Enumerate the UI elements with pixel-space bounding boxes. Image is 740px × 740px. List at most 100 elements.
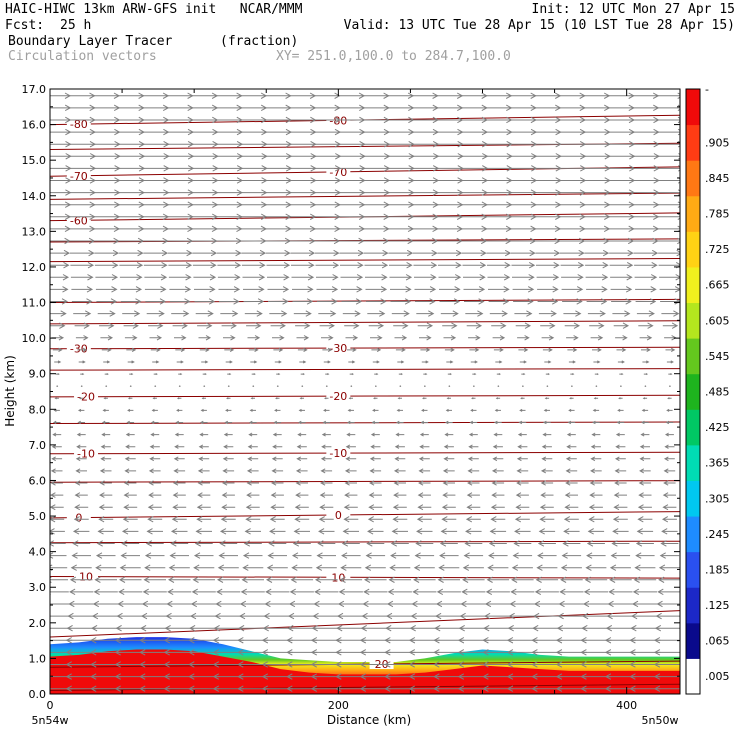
vector-arrow (215, 177, 244, 184)
vector-arrow (148, 468, 161, 474)
vector-arrow (632, 588, 657, 596)
vector-arrow (365, 552, 386, 559)
vector-arrow (105, 385, 108, 387)
vector-arrow (319, 504, 334, 511)
vector-arrow (541, 444, 552, 449)
vector-arrow (91, 612, 120, 620)
vector-arrow (295, 468, 308, 474)
vector-arrow (610, 286, 633, 293)
vector-arrow (341, 298, 363, 305)
vector-arrow (119, 261, 144, 269)
vector-arrow (174, 444, 185, 449)
vector-arrow (363, 576, 387, 583)
vector-arrow (411, 104, 439, 112)
vector-arrow (569, 397, 574, 400)
vector-arrow (592, 347, 602, 353)
vector-arrow (221, 492, 235, 498)
vector-arrow (240, 225, 268, 233)
vector-arrow (635, 540, 654, 547)
vector-arrow (295, 480, 308, 486)
vector-arrow (537, 286, 559, 293)
vector-arrow (55, 373, 60, 376)
vector-arrow (543, 408, 550, 412)
vector-arrow (559, 588, 584, 596)
vector-arrow (632, 225, 660, 233)
vector-arrow (299, 360, 307, 364)
vector-arrow (362, 128, 391, 136)
vector-arrow (460, 600, 487, 608)
contour-label-bg (66, 214, 91, 226)
vector-arrow (412, 588, 437, 596)
vector-arrow (394, 456, 406, 462)
vector-arrow (73, 516, 89, 523)
vector-arrow (77, 347, 88, 353)
vector-arrow (243, 298, 265, 305)
vector-arrow (215, 600, 242, 608)
vector-arrow (439, 552, 459, 559)
contour-label-bg (74, 447, 99, 459)
vector-arrow (387, 225, 415, 233)
vector-arrow (141, 140, 170, 148)
vector-arrow (394, 444, 405, 449)
vector-arrow (219, 528, 237, 535)
vector-arrow (287, 612, 316, 620)
vector-arrow (411, 177, 440, 184)
vector-arrow (537, 298, 559, 305)
vector-arrow (267, 286, 290, 293)
vector-arrow (491, 468, 504, 474)
vector-arrow (411, 201, 439, 208)
vector-arrow (129, 385, 132, 387)
vector-arrow (170, 298, 191, 305)
vector-arrow (268, 540, 287, 547)
vector-arrow (484, 165, 513, 172)
vector-arrow (665, 420, 674, 425)
vector-arrow (492, 456, 504, 462)
vector-arrow (175, 420, 184, 425)
vector-arrow (315, 564, 337, 571)
x-axis-title: Distance (km) (327, 713, 411, 727)
vector-arrow (512, 286, 535, 293)
vector-arrow (246, 480, 259, 486)
vector-arrow (216, 588, 241, 596)
vector-arrow (77, 420, 85, 425)
y-tick-label: 9.0 (29, 368, 47, 381)
cross-section-range: XY= 251.0,100.0 to 284.7,100.0 (276, 49, 511, 64)
vector-arrow (492, 335, 506, 341)
vector-arrow (489, 310, 508, 317)
vector-arrow (607, 153, 636, 160)
vector-arrow (199, 432, 209, 437)
colorbar-swatch (686, 373, 700, 410)
vector-arrow (264, 128, 293, 136)
vector-arrow (50, 322, 66, 329)
vector-arrow (118, 576, 142, 583)
vector-arrow (341, 540, 360, 547)
vector-arrow (50, 576, 68, 583)
plot-title: HAIC-HIWC 13km ARW-GFS init NCAR/MMM (5, 2, 303, 17)
vector-arrow (491, 480, 505, 486)
vector-arrow (100, 456, 112, 462)
vector-arrow (299, 397, 304, 400)
vector-arrow (293, 528, 310, 535)
vector-arrow (189, 612, 218, 620)
vector-arrow (631, 600, 658, 608)
valid-time: Valid: 13 UTC Tue 28 Apr 15 (10 LST Tue … (343, 18, 735, 33)
vector-arrow (587, 310, 606, 317)
vector-arrow (68, 189, 96, 196)
vector-arrow (148, 480, 161, 486)
vector-arrow (176, 397, 182, 400)
vector-arrow (395, 420, 404, 425)
vector-arrow (95, 286, 118, 293)
vector-arrow (342, 310, 361, 317)
vector-arrow (414, 286, 437, 293)
vector-arrow (314, 92, 341, 99)
vector-arrow (152, 360, 160, 364)
vector-arrow (216, 225, 243, 233)
vector-arrow (68, 201, 96, 208)
vector-arrow (485, 225, 513, 233)
vector-arrow (289, 116, 317, 124)
vector-arrow (488, 298, 510, 305)
vector-arrow (191, 92, 219, 99)
contour-label-bg (66, 118, 91, 130)
vector-arrow (72, 528, 90, 535)
vector-arrow (251, 373, 256, 376)
